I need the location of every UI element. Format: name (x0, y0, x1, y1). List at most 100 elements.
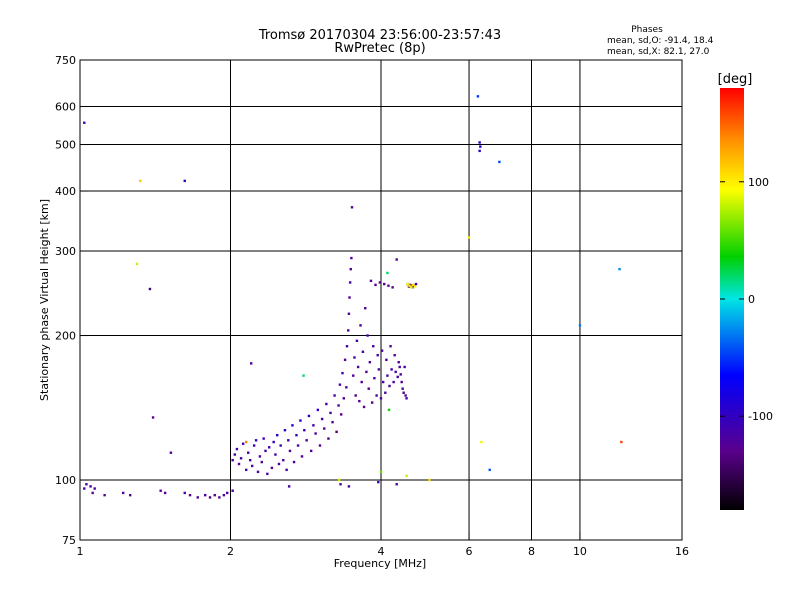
data-point (478, 141, 481, 144)
data-point (370, 401, 374, 404)
data-point (258, 455, 262, 458)
x-axis-label: Frequency [MHz] (334, 557, 426, 570)
y-tick-label: 600 (55, 101, 76, 114)
data-point (339, 413, 343, 416)
data-point (368, 360, 372, 364)
data-point (325, 402, 328, 406)
data-point (353, 356, 356, 359)
data-point (249, 458, 252, 462)
data-point (350, 256, 353, 260)
data-point (347, 312, 351, 315)
y-tick-label: 300 (55, 245, 76, 258)
data-point (169, 451, 173, 454)
colorbar-tick-label: 0 (748, 293, 755, 306)
data-point (394, 370, 397, 374)
x-tick-label: 16 (675, 545, 689, 558)
data-point (292, 460, 296, 464)
data-point (343, 358, 347, 362)
data-point (390, 368, 393, 371)
data-point (303, 429, 306, 432)
data-point (85, 483, 88, 486)
data-point (103, 493, 106, 497)
data-point (408, 284, 411, 287)
data-point (277, 462, 281, 466)
data-point (260, 460, 263, 464)
data-point (396, 375, 399, 379)
data-point (318, 444, 322, 447)
data-point (235, 447, 239, 451)
data-point (233, 453, 236, 456)
data-point (395, 258, 398, 261)
data-point (377, 480, 380, 484)
data-point (345, 345, 349, 348)
data-point (362, 405, 366, 409)
data-point (247, 451, 250, 454)
data-point (374, 283, 377, 287)
data-point (295, 433, 298, 437)
data-point (365, 370, 368, 374)
data-point (401, 387, 404, 390)
colorbar-tick-label: -100 (748, 410, 773, 423)
data-point (213, 493, 216, 497)
x-axis-ticks: 1 2 4 6 8 10 16 (77, 532, 689, 558)
data-point (338, 478, 341, 482)
data-point (226, 491, 229, 495)
data-point (383, 282, 386, 286)
data-point (375, 394, 378, 397)
data-point (400, 380, 403, 384)
data-point (620, 440, 623, 444)
data-point (241, 442, 245, 445)
data-point (358, 399, 361, 403)
data-point (402, 391, 405, 394)
data-point (337, 404, 340, 407)
data-point (267, 446, 271, 449)
data-point (316, 408, 320, 412)
data-point (428, 478, 431, 482)
data-point (256, 470, 260, 474)
data-point (128, 493, 132, 497)
data-point (384, 391, 387, 394)
data-point (91, 491, 94, 495)
data-point (367, 387, 370, 390)
data-point (366, 334, 369, 337)
data-point (476, 95, 480, 98)
data-point (231, 458, 234, 462)
data-point (339, 483, 342, 486)
data-point (188, 493, 192, 497)
data-point (305, 439, 308, 442)
data-point (309, 449, 313, 453)
data-point (89, 485, 92, 488)
colorbar-ticks: 100 0 -100 (720, 176, 773, 423)
data-point (348, 296, 351, 299)
y-tick-label: 750 (55, 54, 76, 67)
data-point (218, 496, 221, 499)
data-point (376, 353, 379, 357)
data-point (354, 394, 357, 397)
data-point (333, 394, 336, 397)
data-point (387, 408, 391, 412)
data-point (196, 496, 199, 499)
data-point (139, 179, 142, 183)
data-point (356, 365, 360, 369)
x-tick-label: 4 (378, 545, 385, 558)
data-point (285, 468, 288, 472)
data-point (352, 374, 355, 377)
data-point (389, 345, 392, 348)
data-point (264, 449, 267, 453)
data-point (254, 439, 258, 442)
data-point (373, 376, 376, 380)
data-point (347, 485, 351, 488)
data-point (183, 491, 186, 495)
data-point (345, 386, 348, 389)
data-point (578, 324, 582, 327)
data-point (405, 474, 408, 478)
data-point (245, 440, 248, 444)
data-point (245, 468, 248, 472)
data-point (618, 267, 621, 271)
x-tick-label: 6 (466, 545, 473, 558)
x-tick-label: 1 (77, 545, 84, 558)
data-point (413, 285, 417, 288)
data-point (237, 462, 241, 466)
data-point (349, 267, 352, 271)
